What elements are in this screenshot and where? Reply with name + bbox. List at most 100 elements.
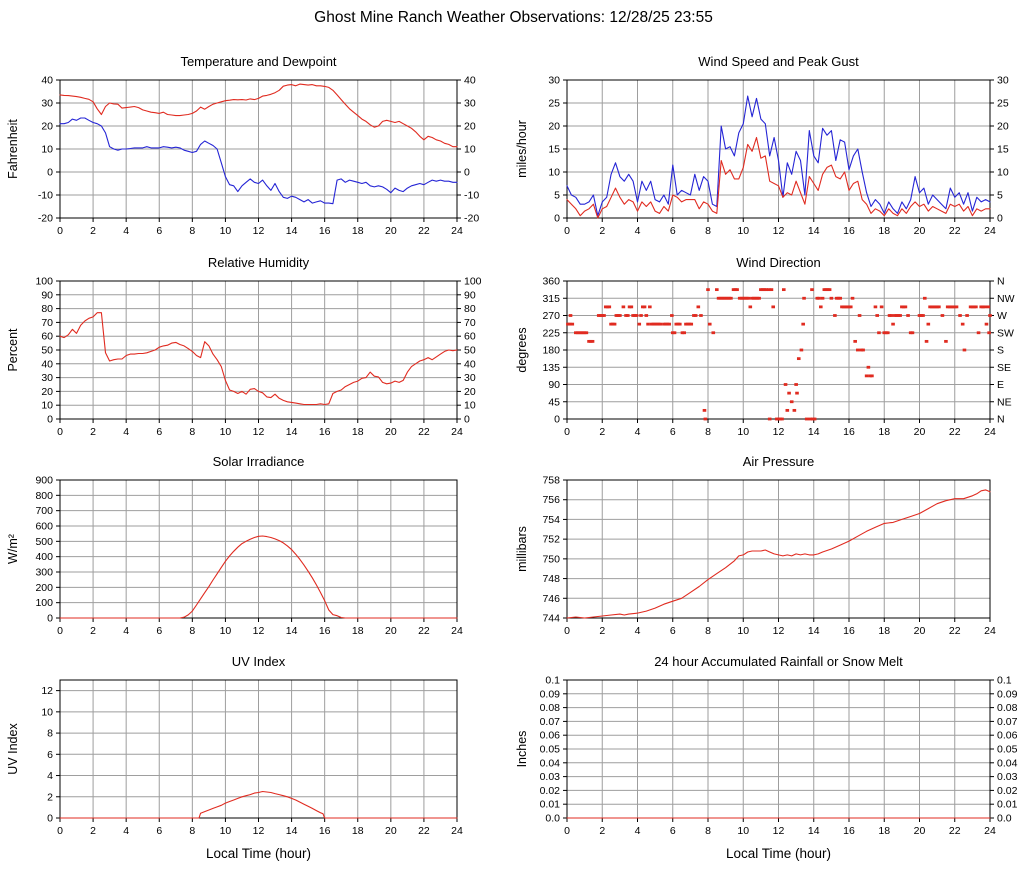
x-tick-label: 20 <box>385 225 397 237</box>
y-tick-label: 756 <box>542 494 560 506</box>
y-tick-label: 100 <box>35 276 53 288</box>
x-tick-label: 6 <box>670 426 676 438</box>
x-tick-label: 0 <box>564 825 570 837</box>
y-tick-label: 80 <box>41 303 53 315</box>
x-tick-label: 18 <box>878 426 890 438</box>
axis-ticks <box>563 280 994 423</box>
y-tick-label: -10 <box>38 190 53 202</box>
x-tick-label: 0 <box>564 625 570 637</box>
y-tick-label: 60 <box>41 331 53 343</box>
y-tick-label-right: 0 <box>464 414 470 426</box>
y-tick-label: 200 <box>35 582 53 594</box>
x-tick-label: 16 <box>319 225 331 237</box>
x-tick-label: 20 <box>914 225 926 237</box>
x-tick-label: 2 <box>90 426 96 438</box>
x-tick-label: 12 <box>253 625 265 637</box>
y-tick-label-right: 30 <box>464 98 476 110</box>
y-tick-label: 20 <box>548 121 560 133</box>
y-tick-label: 0.07 <box>540 716 561 728</box>
y-tick-label: 10 <box>41 400 53 412</box>
y-tick-label: 45 <box>548 396 560 408</box>
x-tick-label: 12 <box>773 825 785 837</box>
y-tick-label: 744 <box>542 613 560 625</box>
chart-title: Wind Direction <box>736 255 821 270</box>
x-tick-label: 18 <box>878 225 890 237</box>
x-tick-label: 6 <box>156 225 162 237</box>
y-tick-label: 0.09 <box>540 688 561 700</box>
y-tick-label-right: 25 <box>997 98 1009 110</box>
y-tick-label: 0.1 <box>545 675 560 687</box>
y-tick-label-right: 10 <box>464 400 476 412</box>
x-tick-label: 2 <box>599 625 605 637</box>
page-title: Ghost Mine Ranch Weather Observations: 1… <box>314 9 713 26</box>
y-tick-label: 0.05 <box>540 744 561 756</box>
y-tick-label: -20 <box>38 213 53 225</box>
x-tick-label: 4 <box>123 825 129 837</box>
x-tick-label: 4 <box>123 225 129 237</box>
x-tick-label: 24 <box>984 426 996 438</box>
x-tick-label: 10 <box>220 625 232 637</box>
y-tick-label-right: 0.07 <box>997 716 1018 728</box>
y-tick-label-right: 50 <box>464 345 476 357</box>
x-axis-label: Local Time (hour) <box>726 846 831 861</box>
series-pressure <box>566 489 991 619</box>
x-tick-label: 10 <box>737 825 749 837</box>
y-tick-label: 754 <box>542 514 560 526</box>
x-tick-label: 20 <box>385 625 397 637</box>
y-tick-label-right: 0 <box>464 167 470 179</box>
x-tick-label: 18 <box>352 426 364 438</box>
x-tick-label: 4 <box>635 625 641 637</box>
chart-title: UV Index <box>232 654 286 669</box>
y-tick-label: 10 <box>41 706 53 718</box>
y-tick-label: 30 <box>41 372 53 384</box>
y-tick-label-right: 0.08 <box>997 702 1018 714</box>
y-tick-label: 10 <box>41 144 53 156</box>
y-tick-label: 315 <box>542 293 560 305</box>
x-tick-label: 10 <box>220 825 232 837</box>
y-axis-label: miles/hour <box>515 120 529 178</box>
y-tick-label: 270 <box>542 310 560 322</box>
x-tick-label: 2 <box>90 625 96 637</box>
x-tick-label: 22 <box>418 225 430 237</box>
axis-ticks <box>56 79 461 222</box>
series-irradiance <box>59 535 458 619</box>
x-tick-label: 4 <box>635 825 641 837</box>
x-tick-label: 10 <box>737 426 749 438</box>
y-tick-label: 0.03 <box>540 771 561 783</box>
chart-title: Wind Speed and Peak Gust <box>698 54 859 69</box>
y-tick-label: 8 <box>47 728 53 740</box>
y-tick-label-right: SE <box>997 362 1011 374</box>
y-tick-label-right: -20 <box>464 213 479 225</box>
gridlines <box>60 680 457 818</box>
x-tick-label: 24 <box>984 825 996 837</box>
x-tick-label: 0 <box>57 225 63 237</box>
y-tick-label: 90 <box>548 379 560 391</box>
y-tick-label-right: 0.0 <box>997 813 1012 825</box>
x-tick-label: 8 <box>705 625 711 637</box>
x-tick-label: 0 <box>57 625 63 637</box>
x-tick-label: 2 <box>90 225 96 237</box>
y-tick-label: 25 <box>548 98 560 110</box>
chart-title: Relative Humidity <box>208 255 310 270</box>
y-tick-label: 0.08 <box>540 702 561 714</box>
x-tick-label: 2 <box>599 426 605 438</box>
y-tick-label: 300 <box>35 567 53 579</box>
y-tick-label: 40 <box>41 75 53 87</box>
x-tick-label: 4 <box>123 426 129 438</box>
y-tick-label-right: 10 <box>997 167 1009 179</box>
y-tick-label: 70 <box>41 317 53 329</box>
axis-ticks <box>56 280 461 423</box>
y-tick-label-right: 0.02 <box>997 785 1018 797</box>
y-tick-label: 900 <box>35 475 53 487</box>
x-tick-label: 22 <box>949 225 961 237</box>
x-tick-label: 0 <box>57 426 63 438</box>
y-axis-label: Inches <box>515 731 529 768</box>
x-tick-label: 24 <box>451 825 463 837</box>
y-tick-label: 30 <box>548 75 560 87</box>
y-tick-label: 0 <box>554 414 560 426</box>
x-tick-label: 8 <box>705 426 711 438</box>
